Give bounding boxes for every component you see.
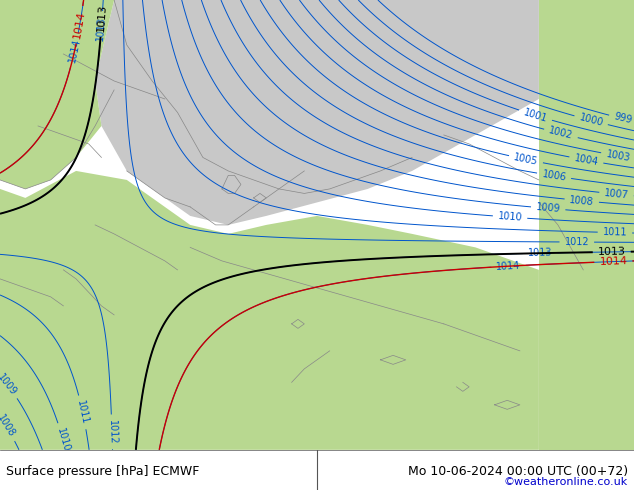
- Text: 1007: 1007: [604, 188, 630, 200]
- Text: 1012: 1012: [107, 419, 117, 444]
- Polygon shape: [0, 171, 634, 450]
- Polygon shape: [0, 0, 114, 189]
- Text: 1010: 1010: [498, 211, 522, 223]
- Text: 1011: 1011: [602, 227, 627, 238]
- Text: 1001: 1001: [522, 107, 548, 124]
- Polygon shape: [539, 0, 634, 450]
- Text: 1014: 1014: [72, 10, 87, 40]
- Text: 1013: 1013: [528, 248, 553, 258]
- Text: 1003: 1003: [605, 149, 631, 163]
- Text: 1010: 1010: [55, 426, 71, 453]
- Polygon shape: [95, 0, 539, 225]
- Text: 1014: 1014: [496, 261, 521, 272]
- Text: 1009: 1009: [0, 372, 18, 397]
- Text: 1013: 1013: [598, 247, 626, 257]
- Text: Surface pressure [hPa] ECMWF: Surface pressure [hPa] ECMWF: [6, 465, 200, 478]
- Text: 1004: 1004: [573, 153, 599, 167]
- Text: 1013: 1013: [96, 4, 108, 32]
- Text: ©weatheronline.co.uk: ©weatheronline.co.uk: [503, 477, 628, 487]
- Text: 1006: 1006: [541, 169, 567, 183]
- Text: 1011: 1011: [75, 399, 90, 425]
- Text: 1014: 1014: [599, 256, 628, 267]
- Text: Mo 10-06-2024 00:00 UTC (00+72): Mo 10-06-2024 00:00 UTC (00+72): [408, 465, 628, 478]
- Text: 1009: 1009: [536, 202, 561, 215]
- Text: 1000: 1000: [578, 112, 604, 128]
- Text: 1005: 1005: [513, 152, 539, 167]
- Text: 1008: 1008: [569, 195, 595, 207]
- Text: 1014: 1014: [67, 37, 82, 63]
- Text: 1012: 1012: [564, 237, 589, 247]
- Text: 1013: 1013: [95, 16, 107, 41]
- Text: 1008: 1008: [0, 413, 16, 439]
- Text: 1002: 1002: [548, 126, 574, 142]
- Text: 999: 999: [612, 112, 633, 126]
